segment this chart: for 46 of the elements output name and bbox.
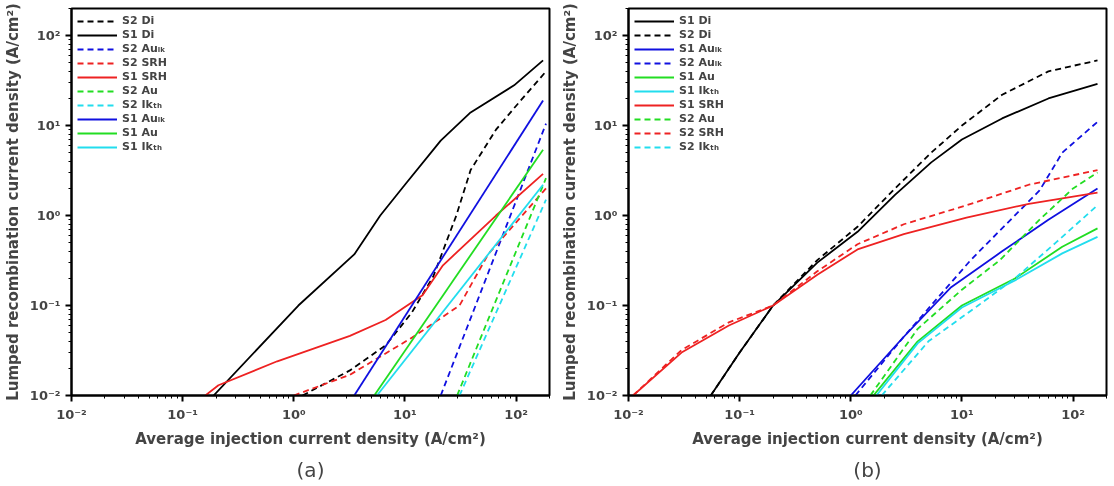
y-tick-label: 10⁻²: [586, 388, 618, 403]
x-tick-label: 10²: [1061, 406, 1085, 422]
y-tick-label: 10²: [36, 28, 61, 44]
x-axis-title: Average injection current density (A/cm²): [692, 429, 1043, 448]
legend-label: S1 Ikₜₕ: [679, 84, 720, 97]
legend-label: S2 Di: [679, 28, 712, 41]
legend-label: S2 SRH: [679, 126, 725, 139]
y-tick-label: 10⁻¹: [586, 298, 618, 314]
text: (b): [853, 457, 882, 482]
x-tick-label: 10¹: [393, 406, 417, 422]
legend-label: S2 Au: [679, 112, 715, 125]
y-axis-title: Lumped recombination current density (A/cm²): [3, 3, 22, 401]
legend-label: S2 SRH: [122, 56, 168, 69]
legend-label: S2 Auₗₖ: [122, 42, 166, 55]
y-tick-label: 10⁰: [36, 208, 61, 224]
y-tick-label: 10⁰: [593, 208, 618, 224]
legend-label: S2 Ikₜₕ: [122, 98, 163, 111]
x-tick-label: 10⁻²: [613, 406, 644, 422]
y-tick-label: 10¹: [593, 118, 618, 134]
x-tick-label: 10⁰: [281, 406, 306, 422]
legend-label: S1 Au: [122, 126, 158, 139]
legend-label: S1 SRH: [122, 70, 168, 83]
y-tick-label: 10⁻²: [29, 388, 61, 403]
x-tick-label: 10²: [504, 406, 528, 422]
y-tick-label: 10²: [593, 28, 618, 44]
legend-label: S1 Di: [122, 28, 155, 41]
legend-label: S1 Au: [679, 70, 715, 83]
y-tick-label: 10⁻¹: [29, 298, 61, 314]
legend-label: S2 Au: [122, 84, 158, 97]
x-axis-title: Average injection current density (A/cm²): [135, 429, 486, 448]
x-tick-label: 10⁻²: [56, 406, 87, 422]
y-tick-label: 10¹: [36, 118, 61, 134]
legend-label: S1 Di: [679, 14, 712, 27]
legend-label: S1 SRH: [679, 98, 725, 111]
x-tick-label: 10⁰: [838, 406, 863, 422]
x-tick-label: 10⁻¹: [724, 406, 755, 422]
legend-label: S1 Auₗₖ: [679, 42, 723, 55]
y-axis-title: Lumped recombination current density (A/cm²): [560, 3, 579, 401]
legend-label: S1 Ikₜₕ: [122, 140, 163, 153]
legend-label: S1 Auₗₖ: [122, 112, 166, 125]
legend-label: S2 Ikₜₕ: [679, 140, 720, 153]
text: (a): [296, 457, 325, 482]
legend-label: S2 Di: [122, 14, 155, 27]
legend-label: S2 Auₗₖ: [679, 56, 723, 69]
x-tick-label: 10¹: [950, 406, 974, 422]
x-tick-label: 10⁻¹: [167, 406, 198, 422]
